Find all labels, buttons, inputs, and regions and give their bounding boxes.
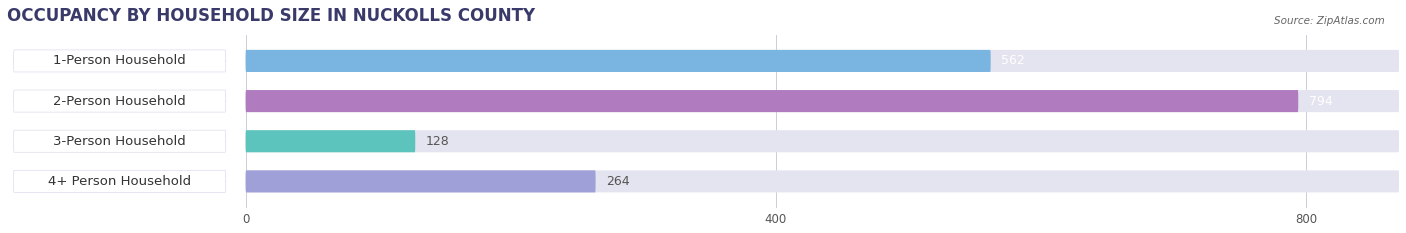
Text: 1-Person Household: 1-Person Household — [53, 55, 186, 67]
FancyBboxPatch shape — [246, 50, 991, 72]
Text: OCCUPANCY BY HOUSEHOLD SIZE IN NUCKOLLS COUNTY: OCCUPANCY BY HOUSEHOLD SIZE IN NUCKOLLS … — [7, 7, 536, 25]
Text: 3-Person Household: 3-Person Household — [53, 135, 186, 148]
FancyBboxPatch shape — [246, 170, 596, 192]
FancyBboxPatch shape — [14, 50, 226, 72]
Text: 4+ Person Household: 4+ Person Household — [48, 175, 191, 188]
Text: 562: 562 — [1001, 55, 1025, 67]
FancyBboxPatch shape — [14, 170, 226, 192]
FancyBboxPatch shape — [246, 170, 1399, 192]
FancyBboxPatch shape — [246, 90, 1399, 112]
FancyBboxPatch shape — [246, 130, 415, 152]
Text: 794: 794 — [1309, 95, 1333, 108]
FancyBboxPatch shape — [14, 90, 226, 112]
FancyBboxPatch shape — [246, 90, 1298, 112]
Text: 264: 264 — [606, 175, 630, 188]
Text: Source: ZipAtlas.com: Source: ZipAtlas.com — [1274, 16, 1385, 26]
FancyBboxPatch shape — [14, 130, 226, 152]
FancyBboxPatch shape — [246, 130, 1399, 152]
FancyBboxPatch shape — [246, 50, 1399, 72]
Text: 128: 128 — [426, 135, 450, 148]
Text: 2-Person Household: 2-Person Household — [53, 95, 186, 108]
